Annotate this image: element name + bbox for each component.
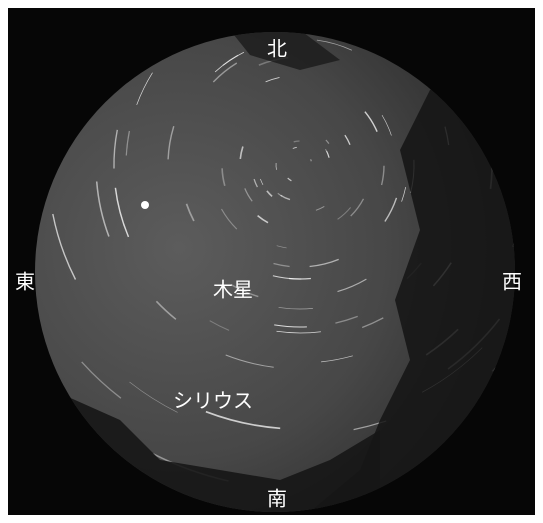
star-trail [380,165,385,186]
star-trail [155,300,177,320]
star-trail [95,181,110,237]
label-sirius: シリウス [173,389,253,413]
star-trail [350,198,365,217]
star-trail [266,190,273,198]
label-south: 南 [267,487,287,511]
star-trail [239,146,244,159]
star-trail [309,258,339,268]
star-trail [337,207,352,220]
top-silhouette [230,32,340,70]
star-trail [221,168,226,187]
star-trail [81,361,122,399]
star-trail [292,146,297,149]
star-trail [293,140,300,143]
star-trail [325,139,330,144]
star-trail [401,187,407,202]
star-trail [274,324,307,328]
star-trail [364,111,378,132]
star-trail [273,262,290,268]
star-trail [52,213,77,280]
star-trail [344,134,351,145]
label-north: 北 [267,37,287,61]
star-trail [257,214,269,224]
star-trail [278,307,313,310]
star-trail [260,178,264,186]
star-trail [321,355,353,363]
star-trail [113,129,118,169]
star-trail [205,410,281,430]
star-trail [253,178,258,188]
star-trail [315,205,325,211]
star-trail [244,188,253,202]
star-trail [265,76,280,83]
star-trail [335,315,358,324]
star-trail [230,283,259,298]
star-trail [6,134,8,176]
star-trail [276,330,321,334]
star-trail [326,150,330,159]
bright-star [141,201,149,209]
star-trail [222,54,239,66]
star-trail [212,62,238,83]
star-trail [167,125,175,160]
star-trail [325,148,330,158]
star-trail [288,277,311,280]
star-trail [209,320,230,331]
label-west: 西 [502,270,522,294]
star-trail [225,354,274,368]
label-jupiter: 木星 [213,278,253,302]
star-trail [129,381,178,413]
star-trail [381,114,392,136]
star-trail [276,245,287,249]
star-trail [337,278,367,293]
star-trail [316,39,353,51]
star-trail [114,187,130,238]
star-trail [309,158,313,162]
star-trail [221,208,238,230]
star-trail [202,0,239,7]
star-trail [125,130,131,156]
star-trail [361,317,384,329]
star-trail [185,203,195,222]
star-trail [384,197,398,222]
star-trail [136,72,153,106]
star-trail [287,177,292,182]
label-east: 東 [15,270,35,294]
star-trail [280,194,291,201]
